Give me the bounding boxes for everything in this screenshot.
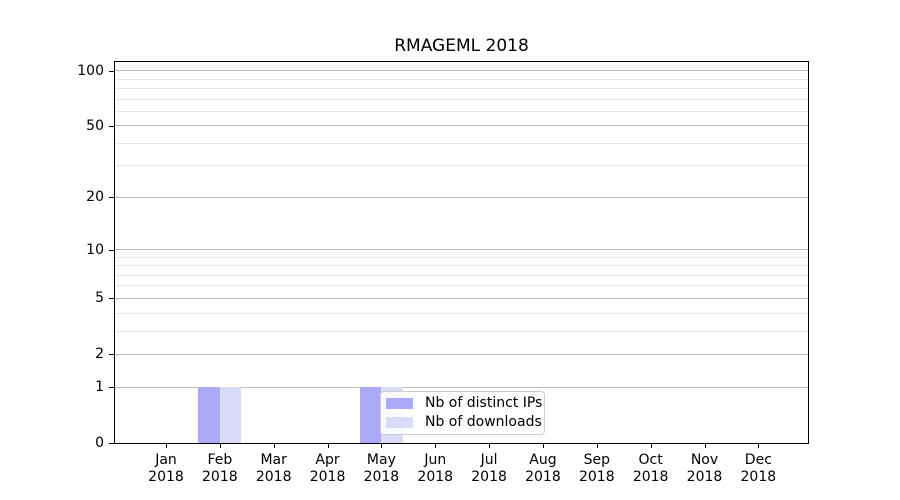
chart-title: RMAGEML 2018: [394, 36, 529, 56]
gridline-y-7: [115, 274, 808, 276]
y-tick-mark: [109, 443, 114, 444]
gridline-y-90: [115, 78, 808, 80]
x-tick-label-jul: Jul 2018: [471, 452, 507, 485]
bar-may-distinct-ips: [359, 387, 382, 443]
gridline-y-5: [115, 297, 808, 299]
y-tick-label-50: 50: [86, 117, 104, 134]
y-tick-label-1: 1: [95, 379, 104, 396]
legend-label-downloads: Nb of downloads: [425, 414, 542, 430]
gridline-y-4: [115, 312, 808, 314]
gridline-y-8: [115, 265, 808, 267]
gridline-y-40: [115, 142, 808, 144]
gridline-y-3: [115, 330, 808, 332]
x-tick-label-mar: Mar 2018: [255, 452, 292, 485]
gridline-y-20: [115, 196, 808, 198]
x-tick-mark: [758, 444, 760, 448]
x-tick-mark: [650, 444, 652, 448]
legend-swatch-distinct-ips-icon: [386, 398, 413, 409]
gridline-y-70: [115, 98, 808, 100]
gridline-y-6: [115, 285, 808, 287]
legend: Nb of distinct IPs Nb of downloads: [380, 391, 545, 435]
y-tick-label-100: 100: [77, 62, 104, 79]
x-tick-label-may: May 2018: [363, 452, 400, 485]
legend-item-downloads: Nb of downloads: [386, 414, 542, 431]
gridline-y-2: [115, 353, 808, 355]
x-tick-label-aug: Aug 2018: [525, 452, 561, 485]
plot-area: [114, 61, 809, 444]
gridline-y-80: [115, 87, 808, 89]
y-tick-mark: [109, 249, 114, 251]
legend-swatch-downloads-icon: [386, 417, 413, 428]
bars-layer: [115, 62, 808, 443]
y-tick-mark: [109, 387, 114, 389]
x-tick-mark: [704, 444, 706, 448]
y-tick-label-20: 20: [86, 189, 104, 206]
legend-label-distinct-ips: Nb of distinct IPs: [425, 395, 543, 411]
y-tick-label-0: 0: [95, 435, 104, 451]
x-tick-mark: [327, 444, 329, 448]
gridline-y-50: [115, 125, 808, 127]
y-tick-mark: [109, 354, 114, 356]
x-tick-mark: [273, 444, 275, 448]
x-tick-label-nov: Nov 2018: [686, 452, 723, 485]
y-tick-mark: [109, 125, 114, 127]
y-tick-label-5: 5: [95, 290, 104, 307]
y-tick-label-10: 10: [86, 241, 104, 258]
gridlines-layer: [115, 62, 808, 443]
x-tick-mark: [381, 444, 383, 448]
x-tick-mark: [542, 444, 544, 448]
x-tick-mark: [596, 444, 598, 448]
x-tick-label-jan: Jan 2018: [148, 452, 184, 485]
gridline-y-100: [115, 70, 808, 72]
gridline-y-10: [115, 249, 808, 250]
x-tick-mark: [219, 444, 221, 448]
y-tick-mark: [109, 298, 114, 300]
x-tick-label-jun: Jun 2018: [417, 452, 454, 485]
x-tick-label-feb: Feb 2018: [202, 452, 238, 485]
x-tick-mark: [435, 444, 437, 448]
x-tick-label-sep: Sep 2018: [578, 452, 615, 485]
y-tick-label-2: 2: [95, 346, 104, 363]
x-tick-label-dec: Dec 2018: [740, 452, 777, 485]
gridline-y-30: [115, 165, 808, 167]
gridline-y-9: [115, 256, 808, 258]
x-tick-mark: [489, 444, 491, 448]
gridline-y-60: [115, 110, 808, 112]
gridline-y-1: [115, 386, 808, 388]
x-tick-label-apr: Apr 2018: [309, 452, 346, 485]
bar-feb-distinct-ips: [198, 387, 220, 443]
bar-feb-downloads: [219, 387, 242, 443]
x-tick-label-oct: Oct 2018: [632, 452, 669, 485]
y-tick-mark: [109, 197, 114, 199]
x-tick-mark: [166, 444, 167, 448]
legend-item-distinct-ips: Nb of distinct IPs: [386, 395, 542, 412]
y-tick-mark: [109, 70, 114, 72]
